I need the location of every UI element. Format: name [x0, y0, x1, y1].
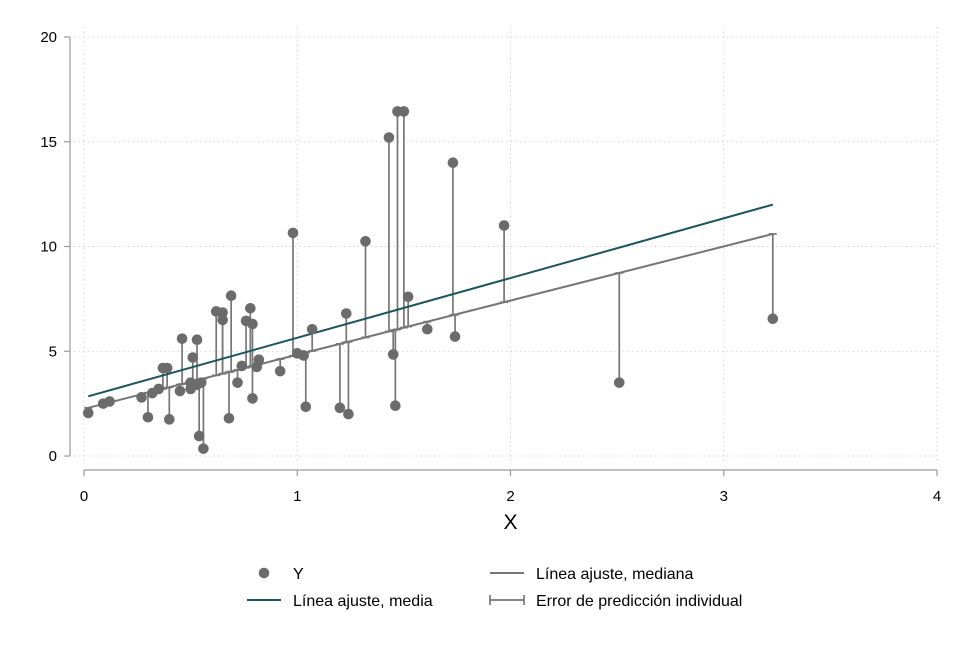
data-point-49 [422, 323, 433, 335]
y-tick-label-2: 10 [40, 239, 57, 256]
data-point-45 [390, 400, 401, 412]
data-point-51 [449, 331, 461, 342]
data-point-44 [387, 349, 399, 360]
legend: Y Línea ajuste, mediana Línea ajuste, medi… [247, 566, 742, 610]
y-tick-label-1: 5 [49, 343, 57, 360]
data-point-25 [232, 377, 243, 388]
data-point-22 [217, 314, 228, 326]
data-point-30 [247, 393, 258, 404]
data-point-37 [300, 401, 312, 413]
legend-label-error-bars: Error de predicción individual [536, 593, 742, 610]
data-point-11 [176, 333, 188, 344]
data-point-16 [191, 334, 203, 346]
legend-item-points: Y [258, 566, 304, 583]
data-point-0 [82, 407, 94, 419]
data-point-2 [104, 396, 115, 407]
grid-lines [74, 27, 938, 464]
data-point-50 [447, 157, 459, 168]
data-point-42 [360, 235, 371, 247]
data-point-10 [174, 385, 186, 397]
data-point-21 [217, 307, 228, 318]
data-point-38 [306, 323, 318, 335]
data-point-32 [253, 354, 265, 365]
data-point-34 [287, 227, 299, 239]
data-point-33 [274, 365, 286, 377]
data-point-24 [225, 290, 237, 302]
data-point-41 [343, 408, 354, 420]
legend-symbol-points [258, 567, 270, 579]
data-point-9 [164, 414, 175, 425]
mean-fit-line [87, 203, 774, 398]
x-tick-label-0: 0 [80, 488, 88, 505]
x-axis-title: X [503, 511, 517, 534]
data-point-28 [245, 303, 256, 314]
x-tick-label-1: 1 [293, 488, 301, 505]
data-point-19 [198, 443, 209, 454]
x-axis-ticks: 0 1 2 3 4 [80, 470, 941, 505]
data-point-52 [498, 220, 510, 231]
data-point-3 [136, 392, 147, 403]
data-point-8 [161, 362, 173, 374]
legend-label-points: Y [293, 566, 304, 583]
data-point-53 [613, 377, 625, 388]
x-tick-label-3: 3 [720, 488, 728, 505]
data-point-26 [236, 360, 248, 372]
legend-label-median-line: Línea ajuste, mediana [536, 566, 694, 583]
data-point-39 [334, 402, 346, 414]
x-tick-label-2: 2 [506, 488, 514, 505]
legend-item-mean-line: Línea ajuste, media [247, 593, 433, 610]
data-point-29 [247, 318, 258, 330]
data-point-4 [142, 411, 154, 423]
data-point-23 [223, 412, 235, 424]
x-tick-label-4: 4 [933, 488, 941, 505]
data-point-36 [298, 350, 309, 361]
y-tick-label-0: 0 [49, 448, 57, 465]
fit-lines [87, 203, 774, 409]
y-tick-label-3: 15 [40, 134, 57, 151]
y-axis-ticks: 0 5 10 15 20 [40, 29, 70, 465]
legend-item-median-line: Línea ajuste, mediana [490, 566, 694, 583]
data-point-54 [767, 313, 779, 325]
y-tick-label-4: 20 [40, 29, 57, 46]
data-point-43 [383, 132, 395, 143]
legend-label-mean-line: Línea ajuste, media [293, 593, 433, 610]
data-point-6 [153, 383, 164, 395]
data-point-14 [187, 352, 199, 363]
data-points [82, 106, 779, 454]
data-point-48 [402, 291, 414, 303]
legend-item-error-bars: Error de predicción individual [489, 593, 742, 610]
data-point-40 [340, 308, 352, 319]
data-point-17 [193, 430, 205, 442]
data-point-47 [398, 106, 410, 117]
data-point-18 [195, 377, 207, 388]
error-bars [84, 111, 777, 449]
